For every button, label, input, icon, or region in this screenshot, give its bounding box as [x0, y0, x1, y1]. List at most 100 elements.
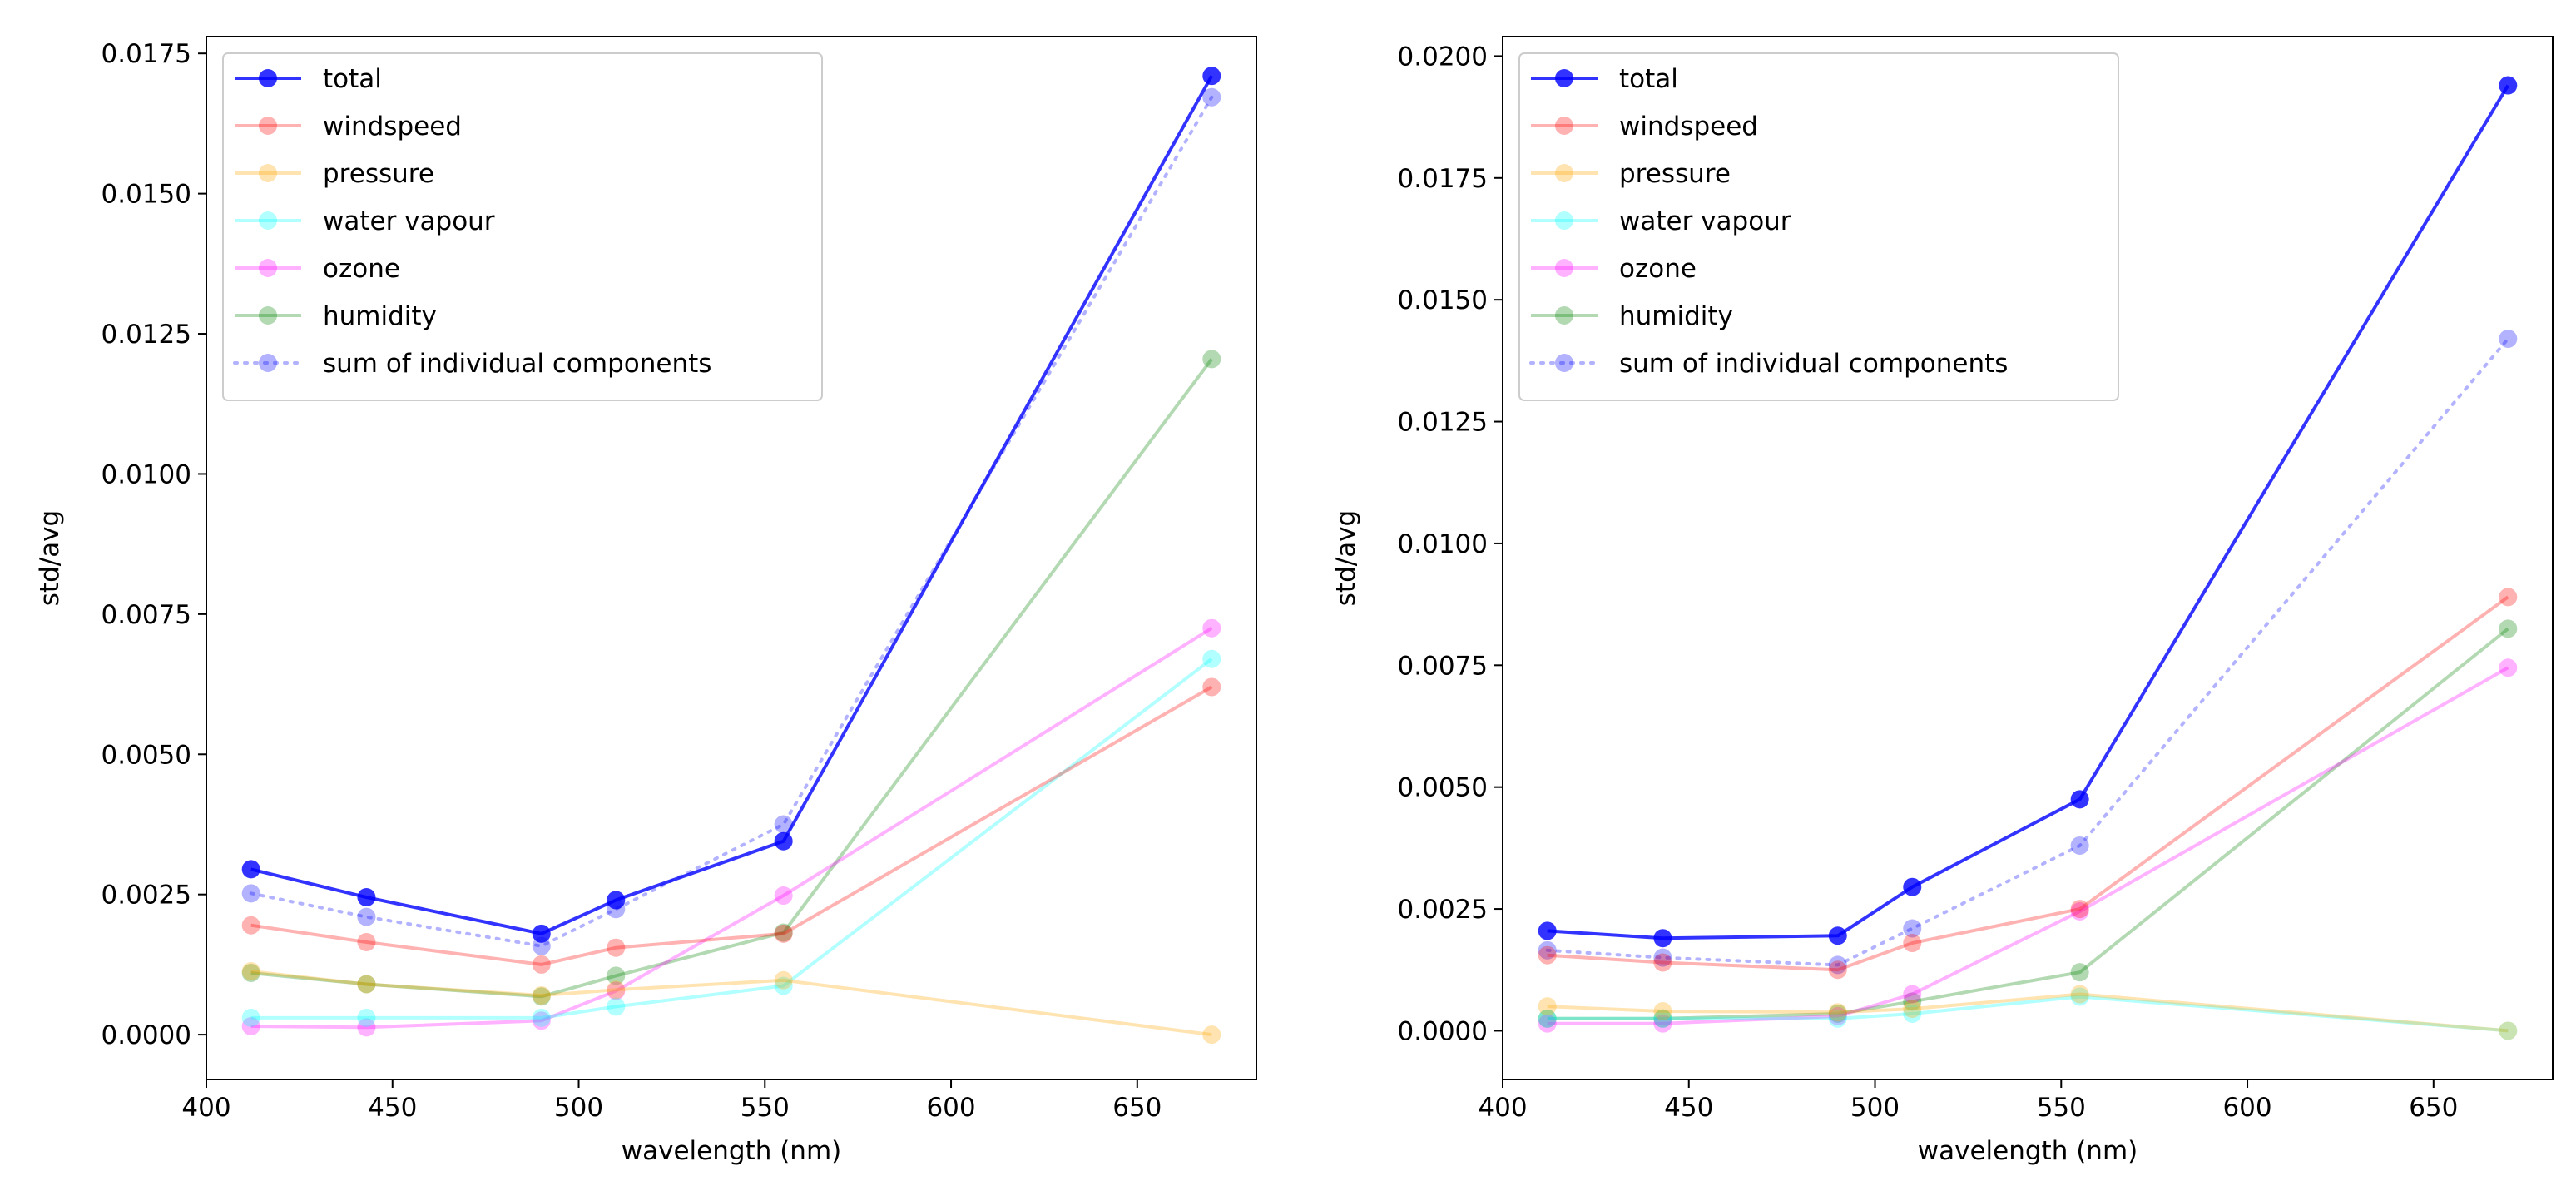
series-line-humidity — [250, 358, 1213, 999]
x-tick-label: 500 — [554, 1093, 603, 1123]
data-point-pressure — [607, 980, 626, 1000]
data-point-humidity — [241, 964, 260, 983]
data-point-windspeed — [357, 932, 376, 951]
data-point-pressure — [1828, 1003, 1847, 1022]
series-line-windspeed — [250, 685, 1213, 966]
x-tick-label: 650 — [2409, 1093, 2458, 1123]
data-point-windspeed — [532, 955, 551, 974]
data-point-humidity — [1653, 1009, 1672, 1028]
axes-frame — [206, 36, 1257, 1080]
legend-label-windspeed: windspeed — [1619, 112, 1758, 141]
legend-label-water-vapour: water vapour — [1619, 206, 1791, 236]
data-point-total — [2070, 790, 2089, 809]
data-point-total — [532, 924, 551, 943]
x-tick-label: 550 — [2037, 1093, 2086, 1123]
y-tick-label: 0.0075 — [1398, 651, 1488, 681]
data-point-water-vapour — [607, 997, 626, 1016]
data-point-sum-of-individual-components — [1202, 87, 1221, 107]
axes-frame — [1502, 36, 2554, 1080]
data-point-water-vapour — [2499, 1021, 2518, 1040]
data-point-humidity — [1828, 1004, 1847, 1023]
data-point-water-vapour — [1903, 1004, 1922, 1023]
x-tick-label: 400 — [181, 1093, 230, 1123]
data-point-windspeed — [607, 938, 626, 957]
data-point-windspeed — [1653, 953, 1672, 972]
legend-label-ozone: ozone — [323, 254, 400, 284]
y-tick-label: 0.0100 — [102, 459, 191, 489]
data-point-sum-of-individual-components — [357, 907, 376, 926]
data-point-ozone — [774, 886, 793, 906]
legend-marker-total — [1555, 69, 1573, 87]
data-point-ozone — [1538, 1014, 1557, 1033]
data-point-water-vapour — [241, 1008, 260, 1027]
data-point-water-vapour — [357, 1008, 376, 1027]
legend-box — [222, 52, 823, 401]
legend-marker-water-vapour — [259, 211, 277, 230]
x-tick-label: 600 — [926, 1093, 975, 1123]
data-point-ozone — [1903, 985, 1922, 1004]
left-chart: 400 450 500 550 600 650 0.0000 0.0025 0.0050 0.00… — [35, 36, 1257, 1166]
data-point-windspeed — [1828, 960, 1847, 980]
data-point-total — [607, 891, 626, 910]
data-point-pressure — [532, 985, 551, 1005]
data-point-pressure — [774, 970, 793, 990]
data-point-pressure — [241, 961, 260, 980]
legend-label-windspeed: windspeed — [323, 112, 462, 141]
data-point-sum-of-individual-components — [2499, 330, 2518, 349]
y-tick-label: 0.0200 — [1398, 42, 1488, 72]
data-point-ozone — [2499, 658, 2518, 677]
y-tick-label: 0.0075 — [102, 600, 191, 630]
data-point-sum-of-individual-components — [774, 815, 793, 834]
x-axis-label: wavelength (nm) — [1918, 1136, 2138, 1166]
data-point-water-vapour — [1653, 1009, 1672, 1028]
x-tick-label: 550 — [741, 1093, 790, 1123]
y-tick-label: 0.0100 — [1398, 529, 1488, 559]
data-point-pressure — [1538, 997, 1557, 1016]
legend-marker-ozone — [259, 259, 277, 277]
x-tick-label: 450 — [1664, 1093, 1713, 1123]
y-tick-label: 0.0125 — [1398, 408, 1488, 438]
series-line-total — [250, 75, 1214, 935]
y-tick-label: 0.0125 — [102, 320, 191, 350]
data-point-windspeed — [2499, 588, 2518, 607]
data-point-windspeed — [1903, 934, 1922, 953]
legend-marker-pressure — [1555, 164, 1573, 182]
series-line-water-vapour — [1547, 995, 2509, 1033]
legend-label-pressure: pressure — [323, 159, 434, 189]
data-point-humidity — [357, 975, 376, 994]
legend-label-pressure: pressure — [1619, 159, 1731, 189]
x-tick-label: 450 — [368, 1093, 417, 1123]
series-line-sum-of-individual-components — [1545, 337, 2510, 967]
legend-marker-humidity — [1555, 306, 1573, 325]
data-point-windspeed — [2070, 900, 2089, 919]
x-tick-label: 650 — [1112, 1093, 1162, 1123]
legend-marker-sum-of-individual-components — [1555, 354, 1573, 372]
y-axis-label: std/avg — [1331, 510, 1361, 606]
data-point-humidity — [1903, 992, 1922, 1011]
y-tick-label: 0.0150 — [102, 180, 191, 210]
data-point-water-vapour — [532, 1008, 551, 1027]
y-tick-label: 0.0175 — [1398, 164, 1488, 194]
data-point-sum-of-individual-components — [1538, 940, 1557, 960]
data-point-pressure — [357, 975, 376, 994]
legend-marker-water-vapour — [1555, 211, 1573, 230]
data-point-total — [2499, 76, 2518, 95]
series-line-ozone — [1547, 666, 2509, 1025]
legend-label-humidity: humidity — [1619, 301, 1733, 331]
data-point-ozone — [241, 1017, 260, 1036]
data-point-humidity — [607, 966, 626, 985]
x-tick-label: 400 — [1478, 1093, 1527, 1123]
data-point-pressure — [2070, 985, 2089, 1004]
data-point-sum-of-individual-components — [2070, 836, 2089, 855]
legend-label-total: total — [323, 64, 382, 94]
series-line-pressure — [250, 970, 1212, 1037]
data-point-humidity — [532, 987, 551, 1006]
data-point-humidity — [774, 923, 793, 942]
data-point-total — [1202, 67, 1221, 86]
data-point-total — [241, 860, 260, 879]
legend-label-humidity: humidity — [323, 301, 437, 331]
legend-marker-ozone — [1555, 259, 1573, 277]
y-tick-label: 0.0175 — [102, 39, 191, 69]
legend-marker-total — [259, 69, 277, 87]
